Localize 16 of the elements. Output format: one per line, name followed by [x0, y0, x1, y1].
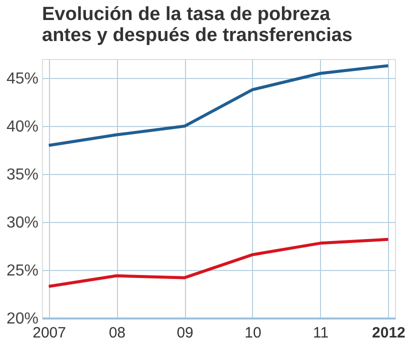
- x-tick-label: 2012: [372, 324, 406, 342]
- x-tick-label: 11: [313, 324, 329, 342]
- line-series: [47, 238, 390, 288]
- text: antes y después de transferencias: [42, 25, 352, 46]
- line-series: [47, 64, 390, 147]
- y-tick-label: 45%: [6, 70, 38, 88]
- x-tick-label: 09: [176, 324, 194, 342]
- x-tick-label: 08: [108, 324, 126, 342]
- y-tick-label: 25%: [6, 262, 38, 280]
- x-tick-label: 10: [244, 324, 262, 342]
- y-tick-label: 40%: [6, 118, 38, 136]
- y-tick-label: 35%: [6, 166, 38, 184]
- y-tick-label: 20%: [6, 310, 38, 328]
- text: Evolución de la tasa de pobreza: [42, 4, 330, 25]
- y-tick-label: 30%: [6, 214, 38, 232]
- x-tick-label: 2007: [32, 324, 66, 342]
